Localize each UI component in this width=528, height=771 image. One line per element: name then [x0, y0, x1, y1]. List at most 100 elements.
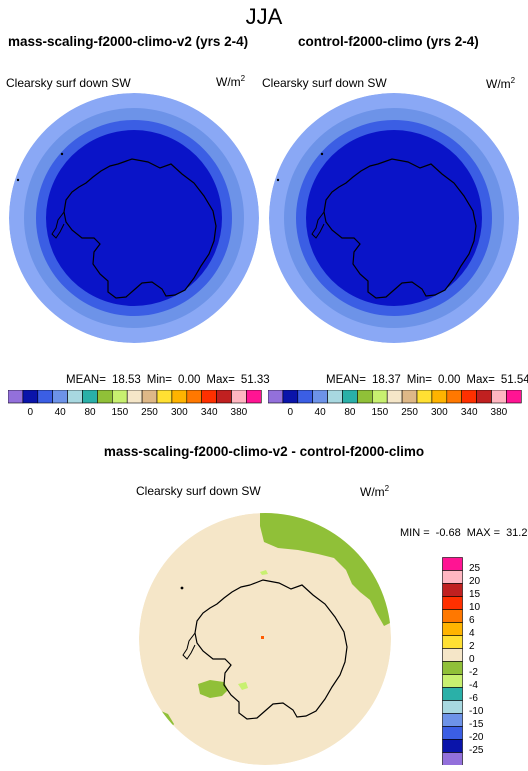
colorbar-swatch — [216, 390, 232, 404]
colorbar-tick-label: 300 — [170, 407, 188, 418]
colorbar-tick-label: 380 — [490, 407, 508, 418]
diff-min: -0.68 — [435, 527, 461, 539]
colorbar-tick-label: 340 — [460, 407, 478, 418]
colorbar-swatch — [126, 390, 143, 404]
colorbar-swatch — [442, 648, 463, 662]
panel2-polar-map — [269, 93, 519, 343]
colorbar-swatch — [171, 390, 188, 404]
colorbar-swatch — [431, 390, 448, 404]
colorbar-tick-label: 150 — [371, 407, 389, 418]
colorbar-swatch — [8, 390, 24, 404]
colorbar-tick-label: -20 — [469, 732, 484, 743]
colorbar-tick-label: 40 — [54, 407, 66, 418]
colorbar-swatch — [442, 752, 463, 765]
colorbar-swatch — [442, 713, 463, 727]
panel1-colorbar — [8, 390, 262, 404]
colorbar-swatch — [52, 390, 68, 404]
colorbar-swatch — [442, 583, 463, 597]
panel2-max: 51.54 — [500, 374, 528, 386]
colorbar-swatch — [37, 390, 53, 404]
positive-anomaly-west — [198, 680, 228, 698]
diff-title: mass-scaling-f2000-climo-v2 - control-f2… — [103, 444, 425, 459]
colorbar-swatch — [446, 390, 463, 404]
panel1-mean: 18.53 — [111, 374, 141, 386]
polar-core — [306, 130, 482, 306]
colorbar-swatch — [442, 726, 463, 740]
colorbar-swatch — [442, 570, 463, 584]
colorbar-swatch — [141, 390, 158, 404]
colorbar-swatch — [67, 390, 83, 404]
colorbar-swatch — [186, 390, 203, 404]
colorbar-tick-label: 0 — [287, 407, 294, 418]
colorbar-swatch — [246, 390, 262, 404]
colorbar-tick-label: 0 — [469, 654, 475, 665]
pole-anomaly-mark — [261, 636, 264, 639]
peninsula-coast — [182, 632, 196, 660]
panel1-units: W/m2 — [216, 74, 246, 89]
colorbar-tick-label: 2 — [469, 641, 475, 652]
island-mark — [276, 178, 280, 182]
polar-core — [46, 130, 222, 306]
colorbar-tick-label: -10 — [469, 706, 484, 717]
diff-max: 31.25 — [506, 527, 528, 539]
colorbar-swatch — [297, 390, 313, 404]
season-title: JJA — [245, 4, 283, 29]
colorbar-tick-label: -2 — [469, 667, 478, 678]
colorbar-swatch — [442, 687, 463, 701]
panel1-variable: Clearsky surf down SW — [6, 76, 131, 90]
diff-background-field — [139, 513, 391, 765]
colorbar-swatch — [506, 390, 522, 404]
colorbar-swatch — [342, 390, 358, 404]
antarctica-coastline — [63, 158, 217, 299]
colorbar-swatch — [156, 390, 173, 404]
colorbar-swatch — [22, 390, 39, 404]
panel2-title: control-f2000-climo (yrs 2-4) — [298, 34, 479, 49]
colorbar-swatch — [442, 622, 463, 636]
colorbar-swatch — [201, 390, 217, 404]
panel1-max: 51.33 — [240, 374, 270, 386]
colorbar-swatch — [357, 390, 373, 404]
colorbar-tick-label: 10 — [469, 602, 481, 613]
panel2-min: 0.00 — [437, 374, 461, 386]
colorbar-swatch — [386, 390, 403, 404]
colorbar-tick-label: 300 — [430, 407, 448, 418]
colorbar-tick-label: 250 — [141, 407, 158, 418]
colorbar-swatch — [476, 390, 492, 404]
colorbar-swatch — [442, 661, 463, 675]
colorbar-tick-label: 40 — [314, 407, 326, 418]
colorbar-swatch — [372, 390, 388, 404]
colorbar-tick-label: 250 — [401, 407, 418, 418]
colorbar-tick-label: 80 — [84, 407, 96, 418]
diff-colorbar — [442, 557, 463, 765]
diff-units: W/m2 — [360, 484, 390, 499]
peninsula-coast — [51, 211, 65, 239]
colorbar-swatch — [268, 390, 284, 404]
colorbar-swatch — [416, 390, 433, 404]
colorbar-swatch — [442, 609, 463, 623]
colorbar-swatch — [112, 390, 128, 404]
colorbar-tick-label: -25 — [469, 745, 484, 756]
colorbar-tick-label: 15 — [469, 589, 481, 600]
colorbar-swatch — [401, 390, 418, 404]
panel1-title: mass-scaling-f2000-climo-v2 (yrs 2-4) — [8, 34, 249, 49]
panel2-units: W/m2 — [486, 76, 516, 91]
panel2-stats: MEAN= 18.37 Min= 0.00 Max= 51.54 — [326, 374, 528, 386]
panel1-polar-map — [9, 93, 259, 343]
colorbar-tick-label: -15 — [469, 719, 484, 730]
colorbar-tick-label: 80 — [344, 407, 356, 418]
colorbar-swatch — [312, 390, 328, 404]
colorbar-tick-label: 25 — [469, 563, 481, 574]
island-mark — [16, 178, 20, 182]
panel2-mean: 18.37 — [371, 374, 401, 386]
island-mark — [320, 152, 324, 156]
antarctica-coastline — [194, 579, 348, 720]
panel2-variable: Clearsky surf down SW — [262, 76, 387, 90]
positive-anomaly-small — [260, 570, 268, 575]
colorbar-swatch — [461, 390, 477, 404]
colorbar-swatch — [231, 390, 247, 404]
colorbar-tick-label: 6 — [469, 615, 475, 626]
colorbar-swatch — [442, 674, 463, 688]
panel1-min: 0.00 — [177, 374, 201, 386]
colorbar-tick-label: 4 — [469, 628, 475, 639]
